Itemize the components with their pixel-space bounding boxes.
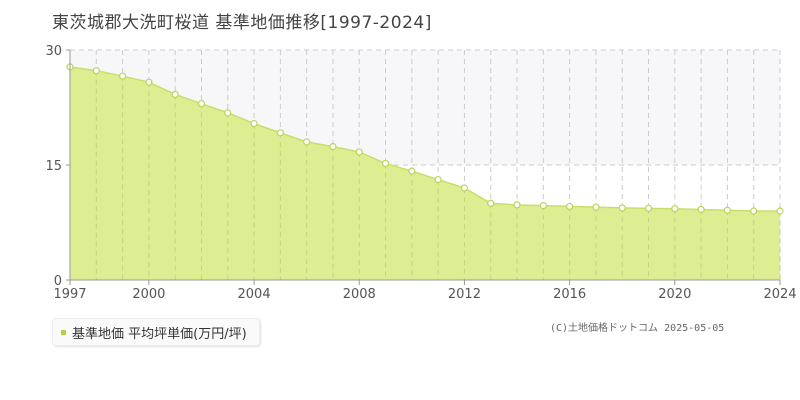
x-tick-label: 1997 — [53, 287, 86, 302]
data-point — [723, 206, 732, 214]
data-point — [592, 203, 600, 211]
x-tick-label: 2016 — [553, 287, 586, 302]
data-point — [118, 72, 127, 80]
data-point — [381, 159, 390, 168]
series-line — [69, 66, 780, 212]
data-point — [487, 199, 495, 207]
data-point — [566, 202, 574, 210]
data-point — [434, 175, 442, 184]
x-tick-label: 2020 — [658, 287, 691, 302]
data-point — [276, 129, 284, 137]
y-tick-label: 30 — [45, 44, 62, 59]
x-tick-label: 2000 — [132, 287, 165, 302]
x-tick-label: 2008 — [343, 287, 376, 302]
data-point — [750, 207, 758, 215]
copyright-text: (C)土地価格ドットコム 2025-05-05 — [550, 323, 725, 334]
data-point — [171, 90, 179, 99]
data-point — [303, 138, 311, 146]
data-point — [776, 207, 784, 215]
data-point — [697, 205, 705, 214]
data-point — [197, 100, 206, 108]
data-point — [224, 109, 232, 117]
data-point — [644, 204, 653, 212]
legend: 基準地価 平均坪単価(万円/坪) — [52, 318, 260, 346]
legend-swatch — [61, 329, 66, 335]
data-point — [329, 143, 337, 151]
data-point — [408, 167, 416, 175]
data-point — [92, 67, 100, 75]
data-point — [539, 202, 547, 210]
chart-title: 東茨城郡大洗町桜道 基準地価推移[1997-2024] — [52, 13, 432, 33]
data-point — [145, 78, 153, 86]
y-tick-label: 15 — [45, 159, 62, 174]
x-tick-label: 2024 — [763, 287, 796, 302]
x-tick-label: 2012 — [448, 287, 481, 302]
y-tick-label: 0 — [54, 274, 62, 289]
series-area — [70, 66, 780, 281]
data-point — [250, 119, 258, 128]
data-point — [460, 184, 469, 192]
data-point — [513, 201, 521, 209]
x-tick-label: 2004 — [238, 287, 271, 302]
data-point — [671, 205, 679, 213]
data-point — [355, 148, 363, 156]
legend-label: 基準地価 平均坪単価(万円/坪) — [72, 326, 247, 342]
data-point — [618, 204, 626, 212]
